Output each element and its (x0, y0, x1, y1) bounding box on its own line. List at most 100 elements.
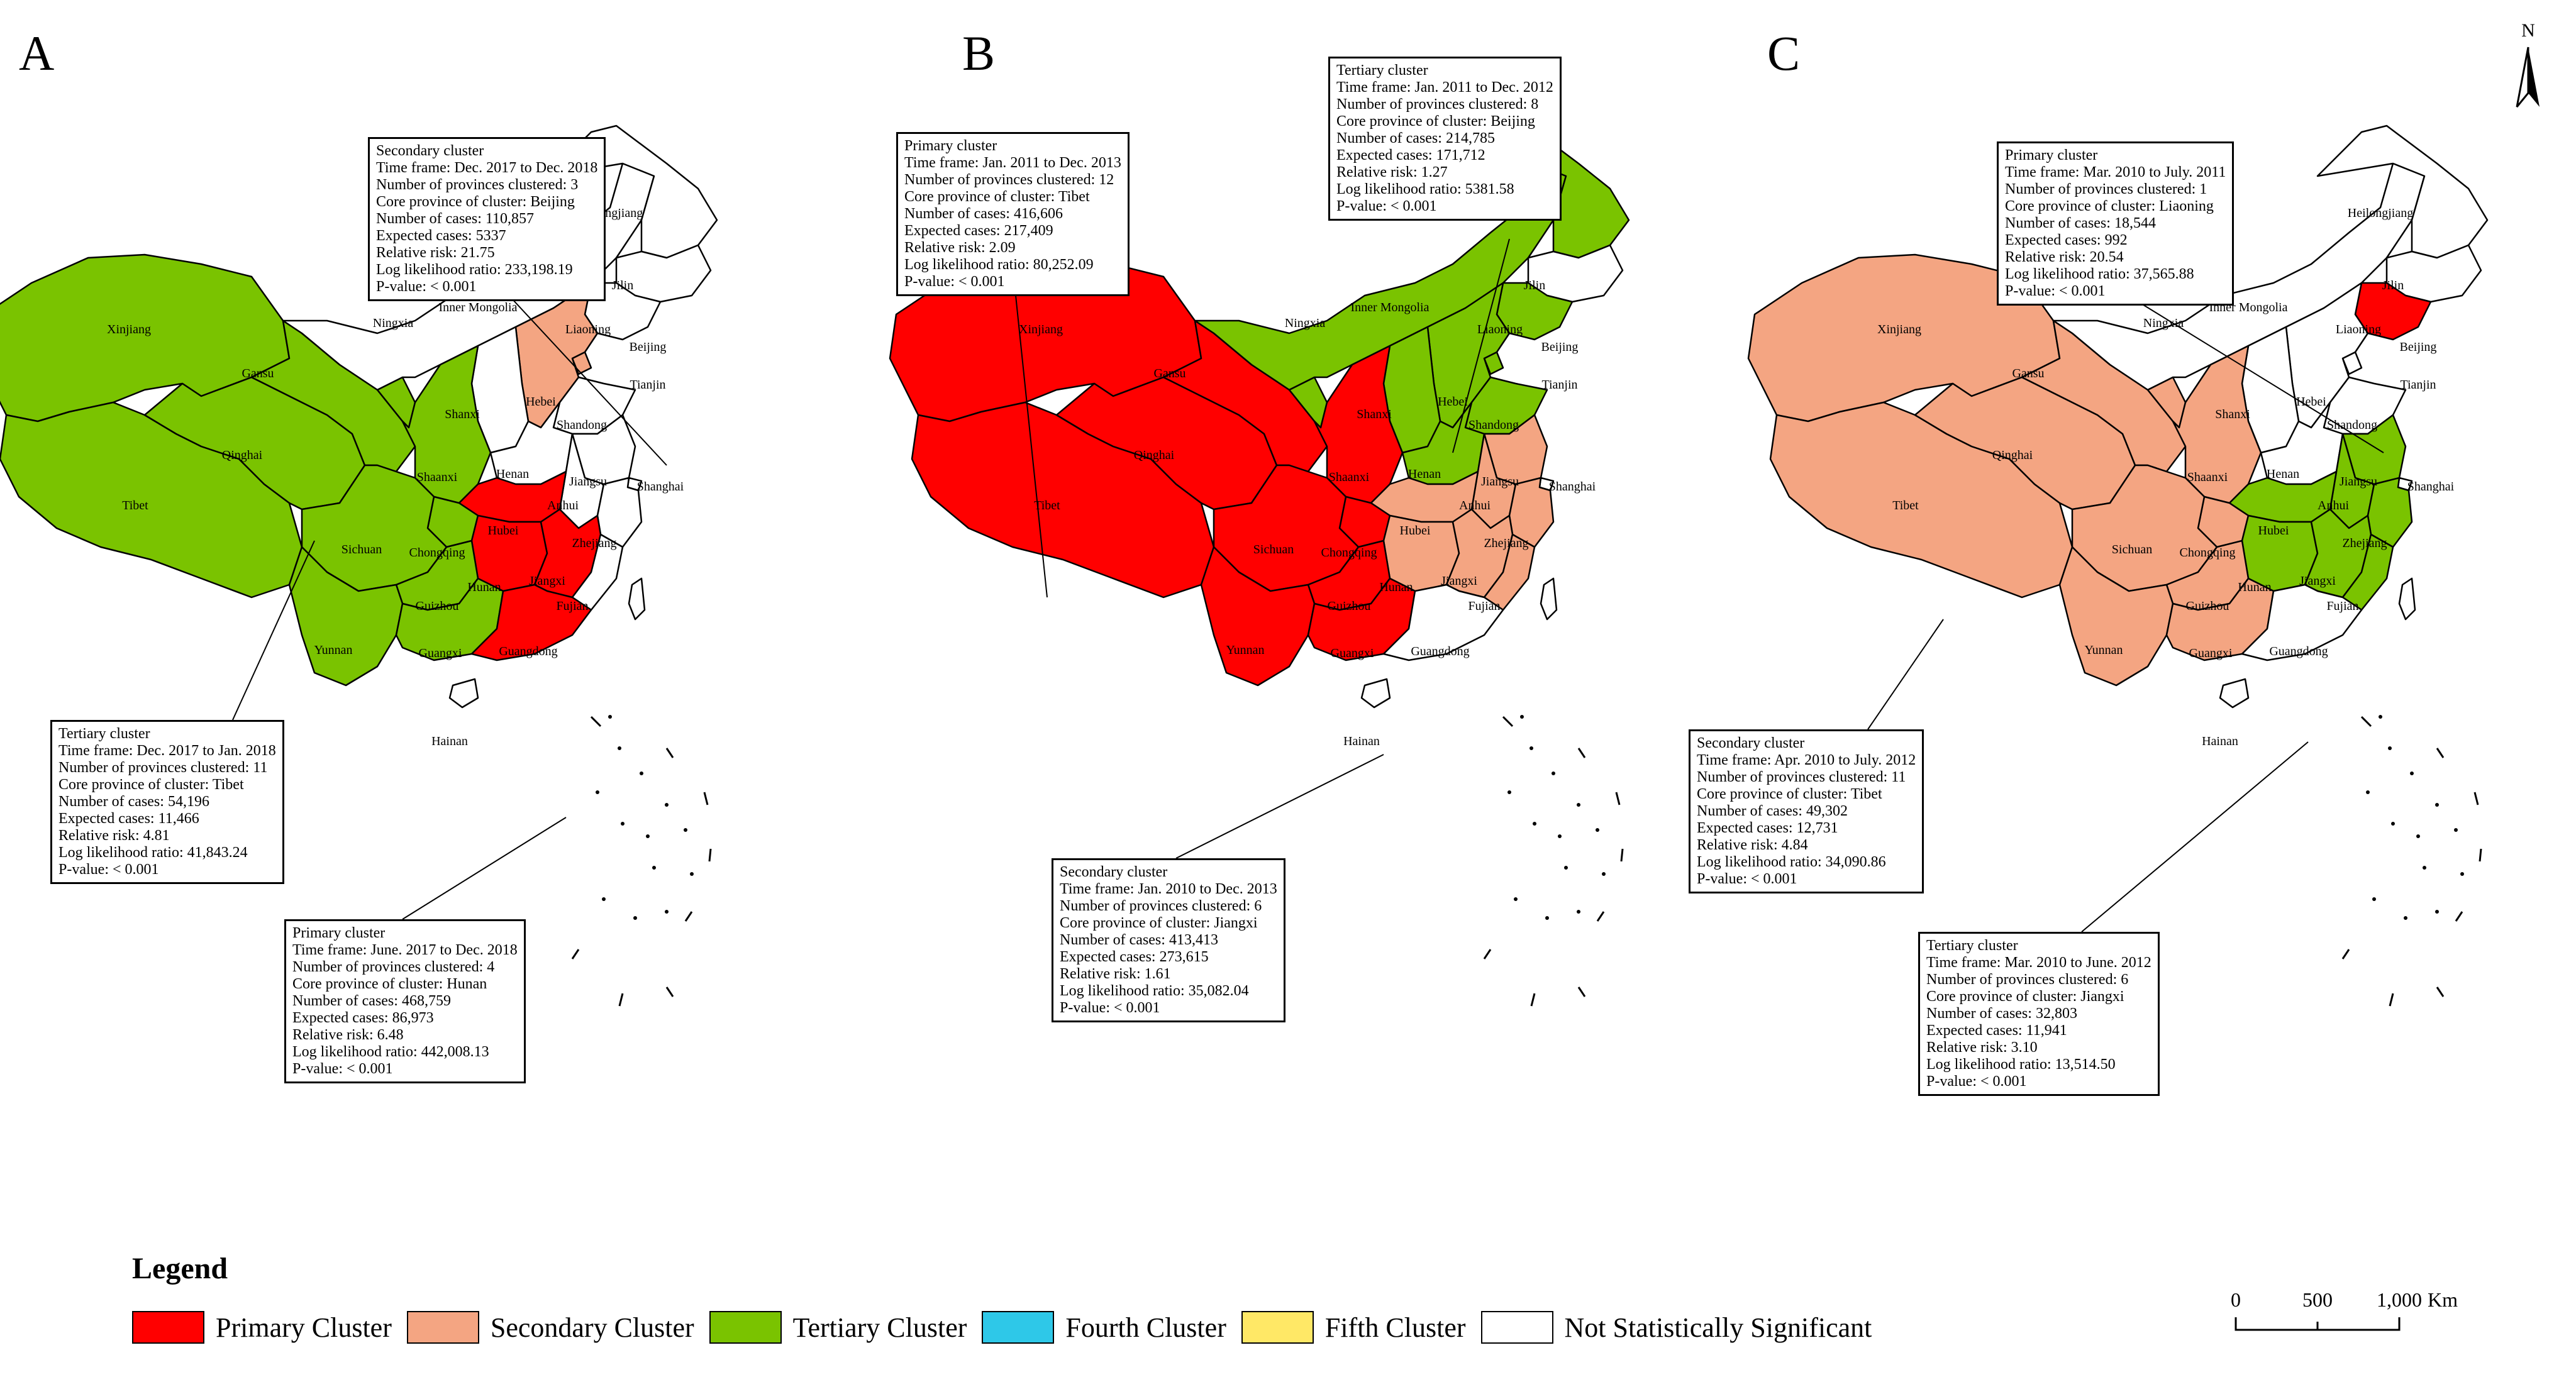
boundary-dash (2479, 848, 2482, 862)
boundary-dash (708, 848, 712, 862)
leader-line (1015, 295, 1048, 598)
scale-tick-500: 500 (2302, 1288, 2333, 1311)
province-taiwan (1540, 577, 1558, 621)
province-label: Guizhou (2186, 599, 2229, 613)
legend-swatch-primary (132, 1311, 204, 1344)
panel-b-primary-cluster-box: Primary cluster Time frame: Jan. 2011 to … (896, 132, 1130, 296)
province-label: Fujian (2326, 599, 2358, 613)
province-hainan (1360, 678, 1391, 709)
boundary-dash (1577, 987, 1586, 997)
province-label: Hainan (2202, 734, 2238, 748)
legend-swatch-secondary (406, 1311, 479, 1344)
province-label: Guangxi (2189, 646, 2233, 660)
province-label: Sichuan (1253, 543, 1294, 556)
island-marker (2388, 746, 2392, 750)
leader-line (1452, 238, 1510, 453)
province-label: Hunan (467, 580, 501, 594)
legend-item-not-significant: Not Statistically Significant (1480, 1311, 1872, 1344)
province-label: Shaanxi (1329, 470, 1370, 484)
province-label: Liaoning (1477, 323, 1523, 336)
province-label: Guizhou (1328, 599, 1371, 613)
boundary-dash (2341, 949, 2350, 959)
province-label: Shandong (1468, 418, 1519, 432)
island-marker (2404, 916, 2407, 920)
leader-line (402, 817, 567, 920)
legend: Primary Cluster Secondary Cluster Tertia… (132, 1311, 1887, 1344)
province-label: Shanghai (637, 480, 684, 494)
province-label: Jiangsu (569, 475, 607, 489)
province-label: Beijing (1541, 340, 1579, 354)
panel-c-primary-cluster-box: Primary cluster Time frame: Mar. 2010 to … (1997, 141, 2235, 306)
leader-line (1175, 754, 1384, 859)
panel-a-primary-cluster-box: Primary cluster Time frame: June. 2017 to… (284, 919, 526, 1083)
leader-line (502, 289, 667, 466)
island-marker (640, 771, 643, 775)
boundary-dash (665, 748, 674, 758)
island-marker (596, 790, 599, 794)
island-marker (1577, 803, 1580, 807)
province-label: Yunnan (314, 643, 352, 657)
province-guangdong (470, 583, 592, 661)
province-label: Guizhou (416, 599, 459, 613)
province-label: Hebei (1438, 395, 1468, 409)
boundary-dash (665, 987, 674, 997)
province-label: Xinjiang (1877, 323, 1921, 336)
province-label: Shaanxi (417, 470, 458, 484)
boundary-dash (1530, 993, 1536, 1007)
island-marker (1520, 715, 1524, 719)
island-marker (2391, 822, 2395, 826)
province-label: Hainan (1343, 734, 1380, 748)
province-label: Jiangsu (2340, 475, 2377, 489)
province-label: Guangdong (1411, 644, 1469, 658)
province-label: Guangxi (419, 646, 462, 660)
province-label: Yunnan (2084, 643, 2123, 657)
province-label: Xinjiang (1019, 323, 1063, 336)
province-label: Shaanxi (2187, 470, 2228, 484)
province-label: Qinghai (1992, 448, 2033, 462)
scale-tick-1000: 1,000 (2377, 1288, 2422, 1311)
island-marker (1558, 834, 1562, 838)
province-label: Inner Mongolia (1351, 301, 1430, 314)
leader-line (2081, 741, 2309, 932)
province-label: Guangxi (1331, 646, 1374, 660)
province-hainan (2219, 678, 2250, 709)
island-marker (633, 916, 637, 920)
boundary-dash (684, 911, 693, 922)
province-label: Beijing (2400, 340, 2437, 354)
north-arrow-icon: N (2516, 20, 2540, 108)
province-label: Hebei (526, 395, 556, 409)
boundary-dash (703, 792, 709, 805)
boundary-dash (1615, 792, 1621, 805)
legend-item-secondary: Secondary Cluster (406, 1311, 694, 1344)
boundary-dash (618, 993, 624, 1007)
province-label: Gansu (242, 367, 274, 380)
island-marker (1530, 746, 1533, 750)
province-yunnan (1200, 546, 1316, 687)
boundary-dash (1502, 716, 1514, 727)
province-label: Inner Mongolia (439, 301, 518, 314)
legend-swatch-tertiary (709, 1311, 782, 1344)
province-label: Beijing (630, 340, 667, 354)
boundary-dash (1577, 748, 1586, 758)
legend-swatch-fifth (1241, 1311, 1314, 1344)
panel-letter-a: A (19, 26, 55, 80)
legend-item-fifth: Fifth Cluster (1241, 1311, 1466, 1344)
legend-item-fourth: Fourth Cluster (982, 1311, 1226, 1344)
panel-c-secondary-cluster-box: Secondary cluster Time frame: Apr. 2010 t… (1689, 729, 1924, 893)
province-label: Jiangxi (2299, 574, 2336, 588)
panel-b-tertiary-cluster-box: Tertiary cluster Time frame: Jan. 2011 to… (1328, 57, 1562, 221)
island-marker (1552, 771, 1555, 775)
province-label: Shanghai (1549, 480, 1596, 494)
province-label: Henan (2267, 467, 2299, 481)
province-label: Jilin (1524, 279, 1545, 292)
panel-letter-c: C (1767, 26, 1801, 80)
province-hainan (448, 678, 479, 709)
scale-tick-0: 0 (2231, 1288, 2241, 1311)
island-marker (2410, 771, 2414, 775)
island-marker (684, 828, 687, 832)
province-yunnan (2058, 546, 2174, 687)
island-marker (1577, 910, 1580, 914)
boundary-dash (2455, 911, 2463, 922)
